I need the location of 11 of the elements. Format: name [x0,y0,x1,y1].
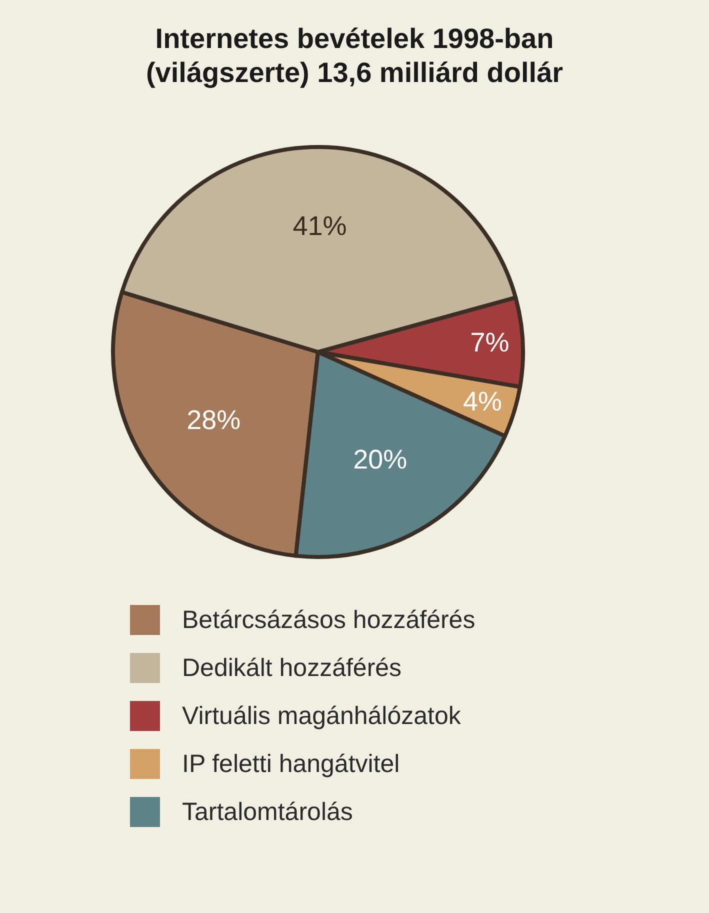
legend-label: Virtuális magánhálózatok [182,702,462,730]
data-label: 4% [462,386,502,416]
legend-label: Betárcsázásos hozzáférés [182,606,476,634]
legend-label: Dedikált hozzáférés [182,654,402,682]
data-label: 20% [353,444,408,474]
data-label: 28% [186,404,241,435]
data-label: 41% [292,211,347,242]
legend-label: IP feletti hangátvitel [182,750,400,778]
legend-label: Tartalomtárolás [182,798,353,826]
data-label: 7% [470,328,510,358]
chart-title: Internetes bevételek 1998-ban (világszerte) 13,6 milliárd dollár [146,23,564,88]
